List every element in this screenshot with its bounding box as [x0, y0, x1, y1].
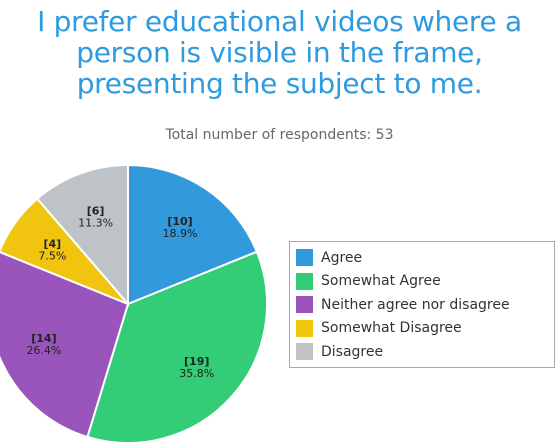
slice-percent-label: 7.5% — [38, 250, 66, 263]
slice-count-label: [6] — [87, 205, 105, 218]
slice-count-label: [14] — [31, 332, 56, 345]
legend-item-somewhat-agree: Somewhat Agree — [296, 270, 554, 294]
legend-item-disagree: Disagree — [296, 340, 554, 364]
respondents-subtitle: Total number of respondents: 53 — [165, 127, 394, 143]
chart-title-line: I prefer educational videos where a — [37, 5, 522, 38]
legend-label: Somewhat Disagree — [321, 320, 462, 337]
legend-swatch — [296, 272, 313, 290]
legend-label: Neither agree nor disagree — [321, 296, 510, 313]
chart-legend: Agree Somewhat Agree Neither agree nor d… — [289, 241, 555, 368]
legend-swatch — [296, 249, 313, 267]
slice-percent-label: 11.3% — [78, 217, 113, 230]
legend-label: Disagree — [321, 343, 384, 360]
pie-slice-somewhat-agree — [86, 250, 268, 444]
pie-slice-agree — [127, 163, 259, 306]
pie-slice-neither — [0, 251, 130, 439]
slice-count-label: [4] — [43, 238, 61, 251]
legend-label: Agree — [321, 249, 363, 266]
legend-swatch — [296, 343, 313, 361]
slice-count-label: [19] — [184, 355, 209, 368]
slice-count-label: [10] — [167, 215, 192, 228]
chart-title-line: presenting the subject to me. — [76, 67, 483, 100]
legend-label: Somewhat Agree — [321, 273, 441, 290]
legend-item-neither: Neither agree nor disagree — [296, 293, 554, 317]
slice-percent-label: 18.9% — [163, 227, 198, 240]
legend-swatch — [296, 319, 313, 337]
chart-title-line: person is visible in the frame, — [76, 36, 483, 69]
legend-item-agree: Agree — [296, 246, 554, 270]
legend-swatch — [296, 296, 313, 314]
legend-item-somewhat-disagree: Somewhat Disagree — [296, 317, 554, 341]
chart-title: I prefer educational videos where a pers… — [0, 6, 559, 99]
pie-slice-disagree — [35, 163, 129, 307]
slice-percent-label: 35.8% — [179, 367, 214, 380]
slice-percent-label: 26.4% — [26, 344, 61, 357]
